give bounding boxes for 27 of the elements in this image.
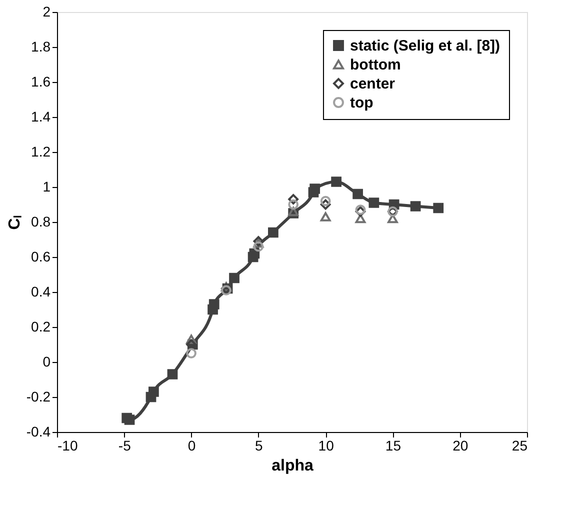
y-tick-label: 0.4 xyxy=(31,284,51,300)
legend-label: top xyxy=(350,94,374,112)
y-tick-label: 1.2 xyxy=(31,144,51,160)
y-tick-label: 0.6 xyxy=(31,248,51,264)
x-axis-title: alpha xyxy=(272,458,314,474)
y-tick-label: 1.6 xyxy=(31,74,51,90)
y-tick-label: 2 xyxy=(42,4,51,20)
y-tick-label: 1 xyxy=(42,178,51,194)
x-tick-label: 5 xyxy=(255,438,264,454)
y-axis-title: Cₗ xyxy=(6,215,24,230)
y-tick-label: 1.8 xyxy=(31,38,51,54)
legend-label: center xyxy=(350,76,396,92)
y-tick-label: -0.2 xyxy=(26,388,51,404)
y-tick-label: 0 xyxy=(42,354,51,370)
x-tick-label: 15 xyxy=(385,438,402,454)
x-tick-label: 0 xyxy=(188,438,196,454)
legend-label: bottom xyxy=(350,56,401,74)
x-tick-label: -10 xyxy=(58,438,78,454)
y-tick-label: 0.8 xyxy=(31,214,51,230)
y-tick-label: 1.4 xyxy=(31,108,51,124)
x-tick-label: 25 xyxy=(512,438,528,454)
x-tick-label: 10 xyxy=(318,438,334,454)
y-tick-label: -0.4 xyxy=(26,424,51,440)
x-tick-label: 20 xyxy=(452,438,468,454)
y-tick-label: 0.2 xyxy=(31,318,51,334)
legend-label: static (Selig et al. [8]) xyxy=(350,38,500,54)
x-tick-label: -5 xyxy=(118,438,132,454)
